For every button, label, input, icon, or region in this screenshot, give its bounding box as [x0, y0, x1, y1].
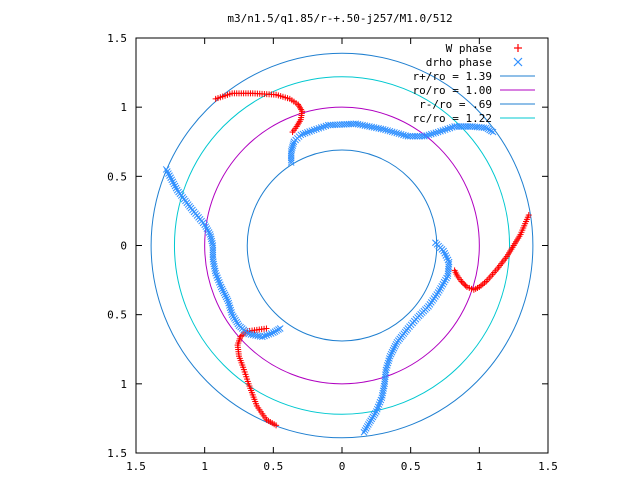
w-phase-arm-0: [212, 90, 306, 136]
x-tick-label: 1: [201, 460, 208, 473]
circle-r-ro: [246, 149, 438, 342]
legend: W phase drho phase r+/ro = 1.39 ro/ro = …: [413, 42, 535, 125]
data-points: [162, 90, 532, 436]
x-tick-label: 1.5: [126, 460, 146, 473]
legend-label-ro: ro/ro = 1.00: [413, 84, 492, 97]
legend-swatch-w-phase: [514, 44, 522, 52]
drho-phase-arm-2: [162, 166, 284, 341]
reference-circles: [150, 52, 534, 439]
legend-label-r-plus: r+/ro = 1.39: [413, 70, 492, 83]
w-phase-arm-1: [451, 212, 532, 293]
legend-swatch-drho-phase: [513, 57, 523, 67]
y-tick-label: 0.5: [107, 309, 127, 322]
legend-label-drho-phase: drho phase: [426, 56, 492, 69]
circle-r+ro: [150, 52, 534, 439]
drho-phase-arm-0: [287, 120, 497, 166]
y-tick-label: 0.5: [107, 170, 127, 183]
x-tick-label: 0.5: [263, 460, 283, 473]
x-tick-label: 1.5: [538, 460, 558, 473]
legend-label-w-phase: W phase: [446, 42, 492, 55]
y-tick-label: 1.5: [107, 447, 127, 460]
y-tick-label: 1.5: [107, 32, 127, 45]
x-tick-label: 1: [476, 460, 483, 473]
legend-label-rc: rc/ro = 1.22: [413, 112, 492, 125]
y-tick-label: 1: [120, 378, 127, 391]
x-tick-label: 0.5: [401, 460, 421, 473]
drho-phase-arm-1: [360, 239, 453, 436]
y-tick-label: 0: [120, 240, 127, 253]
legend-label-r-minus: r-/ro = .69: [419, 98, 492, 111]
y-tick-label: 1: [120, 101, 127, 114]
circle-rcro: [173, 76, 511, 415]
chart-title: m3/n1.5/q1.85/r-+.50-j257/M1.0/512: [227, 12, 452, 25]
x-tick-label: 0: [339, 460, 346, 473]
circle-roro: [204, 106, 480, 385]
w-phase-arm-2: [234, 325, 280, 429]
